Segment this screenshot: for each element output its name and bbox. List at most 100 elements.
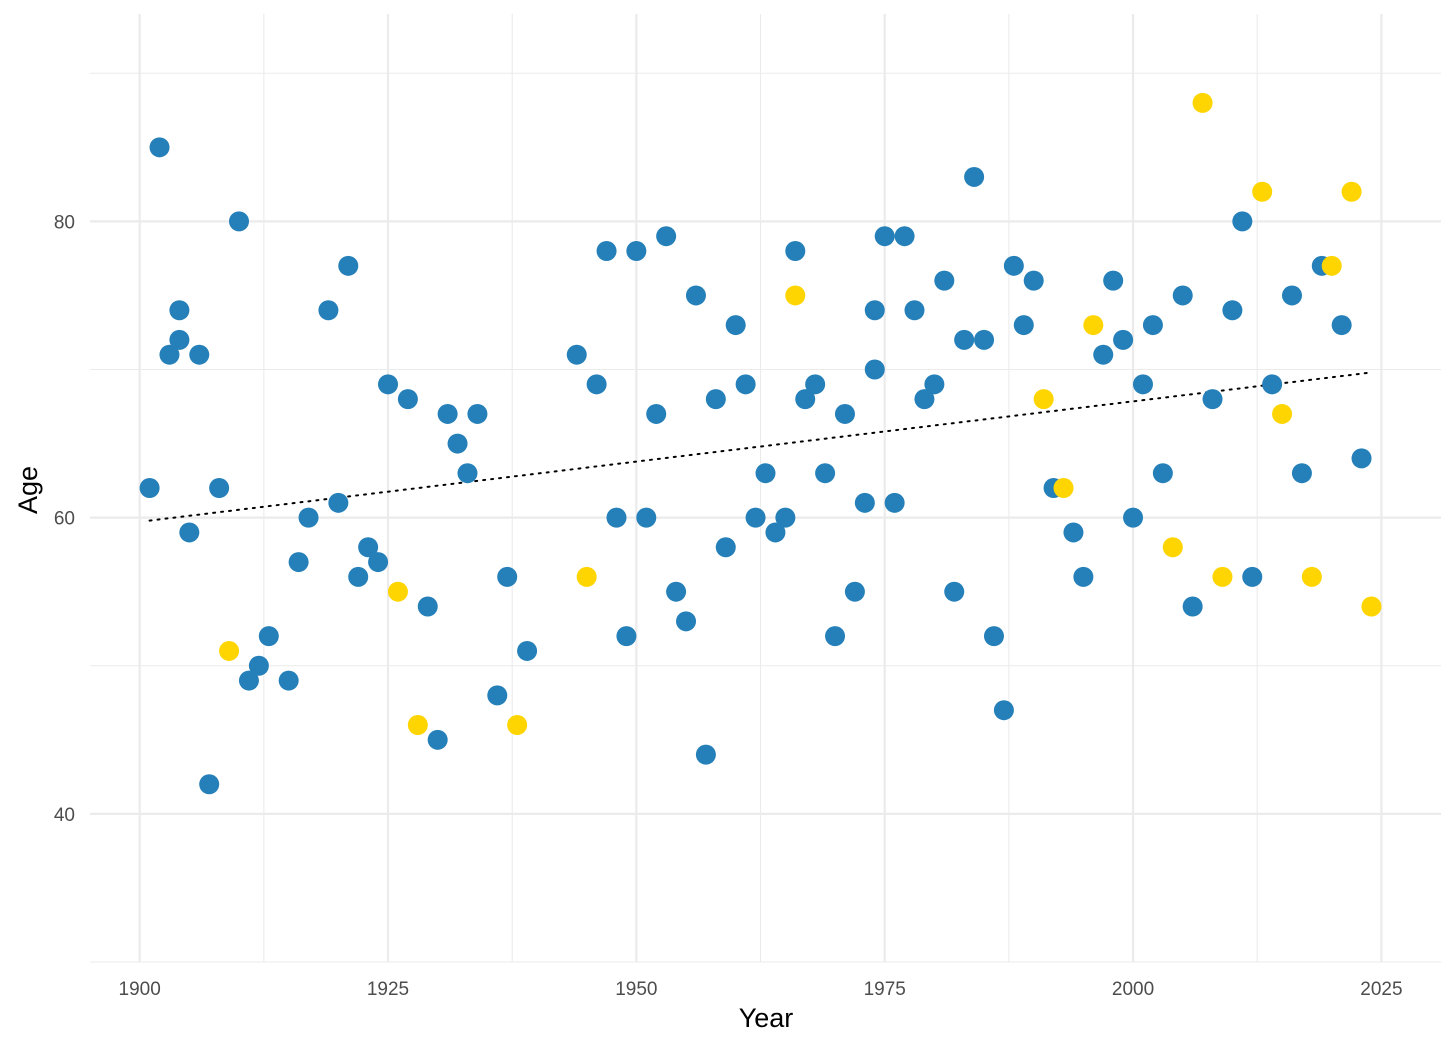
data-point-blue (229, 211, 250, 232)
data-point-blue (1142, 315, 1163, 336)
data-point-blue (139, 478, 160, 498)
data-point-blue (854, 492, 875, 513)
data-point-blue (348, 566, 369, 587)
x-tick-label: 1950 (615, 979, 657, 1000)
data-point-blue (1132, 374, 1153, 395)
data-point-blue (417, 596, 438, 617)
x-tick-label: 2025 (1360, 979, 1402, 1000)
data-point-yellow (387, 581, 408, 602)
data-point-blue (805, 374, 826, 395)
data-point-blue (328, 492, 349, 513)
data-point-yellow (1162, 537, 1183, 558)
data-point-blue (149, 137, 170, 158)
data-point-blue (248, 655, 269, 676)
data-point-blue (1242, 566, 1263, 587)
data-point-blue (437, 403, 458, 424)
data-point-yellow (1272, 403, 1293, 424)
data-point-blue (1281, 285, 1302, 306)
data-point-blue (983, 626, 1004, 647)
data-point-blue (735, 374, 756, 395)
data-point-blue (725, 315, 746, 336)
data-point-blue (636, 507, 657, 528)
data-point-blue (1063, 522, 1084, 543)
data-point-blue (904, 300, 925, 321)
data-point-blue (815, 463, 836, 484)
data-point-blue (1003, 255, 1024, 276)
data-point-blue (378, 374, 399, 395)
data-point-blue (934, 270, 955, 291)
y-tick-label: 40 (54, 805, 75, 826)
data-point-blue (1222, 300, 1243, 321)
data-point-blue (1093, 344, 1114, 365)
data-point-yellow (1033, 389, 1054, 410)
data-point-yellow (1301, 566, 1322, 587)
x-tick-label: 1925 (367, 979, 409, 1000)
data-point-blue (169, 329, 190, 350)
data-point-blue (318, 300, 339, 321)
data-point-blue (993, 700, 1014, 721)
x-tick-label: 1975 (864, 979, 906, 1000)
x-axis-ticks: 1900 1925 1950 1975 2000 2025 (119, 979, 1403, 1000)
data-point-blue (1262, 374, 1283, 395)
data-point-blue (238, 670, 259, 691)
data-point-yellow (1341, 181, 1362, 202)
data-point-blue (487, 685, 508, 706)
data-point-blue (785, 241, 806, 261)
y-tick-label: 60 (54, 509, 75, 530)
data-point-blue (199, 774, 220, 795)
data-point-blue (447, 433, 468, 454)
data-point-yellow (1361, 596, 1382, 617)
grid (90, 14, 1441, 963)
data-point-blue (258, 626, 279, 647)
data-point-blue (894, 226, 915, 247)
x-tick-label: 1900 (119, 979, 161, 1000)
data-point-blue (715, 537, 736, 558)
data-point-blue (1123, 507, 1144, 528)
data-point-blue (705, 389, 726, 410)
data-point-blue (765, 522, 786, 543)
trend-line-layer (148, 371, 1373, 522)
data-point-yellow (576, 566, 597, 587)
data-point-blue (517, 640, 538, 661)
data-point-blue (1152, 463, 1173, 484)
data-point-blue (954, 329, 975, 350)
data-point-blue (159, 344, 180, 365)
data-point-blue (1113, 329, 1134, 350)
data-point-blue (1351, 448, 1372, 469)
data-point-blue (825, 626, 846, 647)
data-point-blue (1182, 596, 1203, 617)
data-point-blue (1013, 315, 1034, 336)
data-point-yellow (407, 715, 428, 735)
data-point-yellow (1083, 315, 1104, 336)
data-point-blue (924, 374, 945, 395)
data-point-blue (944, 581, 965, 602)
trend-line (148, 371, 1373, 522)
data-point-yellow (1212, 566, 1233, 587)
data-point-blue (616, 626, 637, 647)
data-point-blue (358, 537, 379, 558)
data-point-blue (666, 581, 687, 602)
data-point-yellow (219, 640, 240, 661)
data-point-blue (626, 241, 647, 261)
data-point-blue (656, 226, 677, 247)
data-point-blue (695, 744, 716, 765)
data-point-blue (745, 507, 766, 528)
data-point-blue (974, 329, 995, 350)
data-point-blue (586, 374, 607, 395)
data-point-blue (368, 552, 389, 573)
data-point-blue (278, 670, 299, 691)
data-point-blue (596, 241, 617, 261)
data-point-blue (1073, 566, 1094, 587)
data-point-blue (1023, 270, 1044, 291)
data-point-yellow (507, 715, 528, 735)
data-point-blue (497, 566, 518, 587)
data-point-blue (338, 255, 359, 276)
x-axis-title: Year (739, 1003, 794, 1033)
data-point-yellow (1321, 255, 1342, 276)
data-point-blue (1232, 211, 1253, 232)
data-point-blue (566, 344, 587, 365)
data-point-blue (884, 492, 905, 513)
data-point-blue (964, 166, 985, 187)
